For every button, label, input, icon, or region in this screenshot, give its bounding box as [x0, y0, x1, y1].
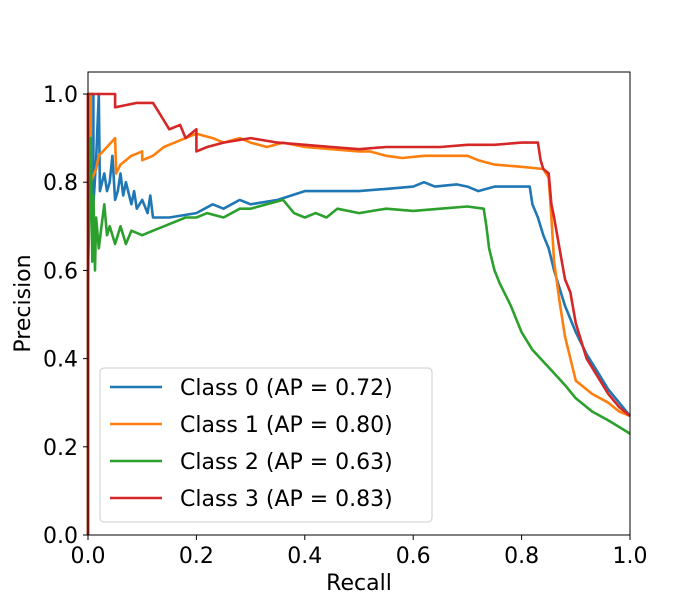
legend-label-class-3: Class 3 (AP = 0.83) [180, 487, 393, 512]
x-axis-ticks: 0.0 0.2 0.4 0.6 0.8 1.0 [71, 535, 648, 569]
y-axis-ticks: 0.0 0.2 0.4 0.6 0.8 1.0 [43, 83, 88, 549]
y-axis-label: Precision [11, 254, 36, 352]
y-tick-label: 0.2 [43, 436, 78, 461]
x-tick-label: 0.2 [179, 544, 214, 569]
y-tick-label: 0.6 [43, 259, 78, 284]
x-tick-label: 0.8 [504, 544, 539, 569]
legend-label-class-0: Class 0 (AP = 0.72) [180, 376, 393, 401]
series-line-class-3 [86, 92, 631, 535]
x-tick-label: 0.0 [71, 544, 106, 569]
y-tick-label: 1.0 [43, 83, 78, 108]
legend-label-class-2: Class 2 (AP = 0.63) [180, 450, 393, 475]
y-tick-label: 0.4 [43, 348, 78, 373]
x-tick-label: 0.6 [396, 544, 431, 569]
plot-frame [87, 71, 631, 536]
series-line-class-2 [86, 136, 631, 535]
x-tick-label: 0.4 [287, 544, 322, 569]
legend: Class 0 (AP = 0.72) Class 1 (AP = 0.80) Cl… [99, 367, 433, 523]
series-line-class-0 [86, 92, 632, 535]
x-axis-label: Recall [326, 571, 392, 596]
series-layer [86, 92, 632, 535]
x-tick-label: 1.0 [613, 544, 648, 569]
legend-box [99, 367, 433, 523]
legend-label-class-1: Class 1 (AP = 0.80) [180, 413, 393, 438]
y-tick-label: 0.0 [43, 524, 78, 549]
y-tick-label: 0.8 [43, 171, 78, 196]
